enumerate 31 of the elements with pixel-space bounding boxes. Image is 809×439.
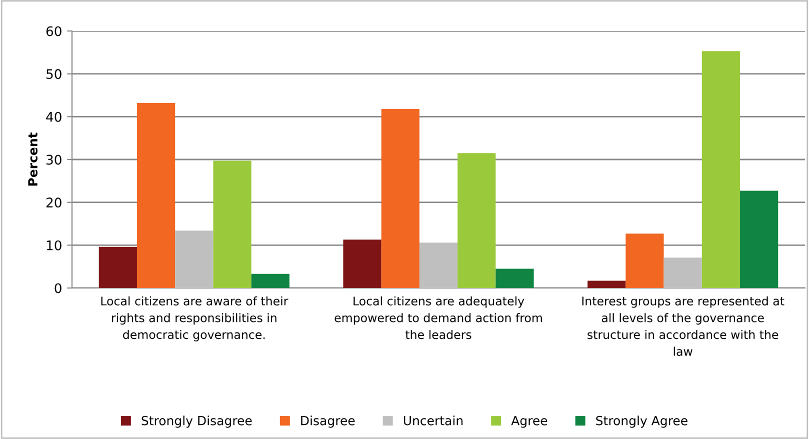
y-tick-label: 40 — [46, 112, 62, 122]
legend-label: Uncertain — [404, 416, 463, 426]
bar — [740, 190, 778, 288]
bar — [702, 51, 740, 288]
legend-label: Disagree — [301, 416, 355, 428]
x-tick-label: Local citizens are adequately empowered to demand action from the leaders — [334, 296, 542, 340]
bar — [626, 234, 664, 288]
bar — [175, 230, 214, 288]
legend-label: Strongly Agree — [596, 416, 688, 428]
x-tick-label: Local citizens are aware of their rights and responsibilities in democratic governance. — [101, 296, 288, 342]
bar — [458, 153, 496, 288]
bar — [98, 246, 137, 288]
y-tick-label: 60 — [46, 26, 62, 36]
bar — [251, 274, 290, 288]
bar — [496, 268, 534, 288]
bar — [381, 108, 420, 288]
y-tick-label: 0 — [54, 283, 62, 294]
x-tick-label: Interest groups are represented at all levels of the governance structure in accordance with the law — [582, 296, 784, 356]
bar — [664, 258, 702, 288]
bar — [588, 280, 626, 288]
y-tick-label: 20 — [46, 198, 62, 208]
y-tick-label: 50 — [46, 69, 62, 80]
bar — [136, 102, 176, 288]
legend-label: Strongly Disagree — [142, 416, 252, 428]
y-tick-label: 10 — [46, 240, 62, 250]
bar — [213, 160, 252, 288]
y-tick-label: 30 — [46, 154, 62, 165]
bar — [343, 240, 382, 288]
y-axis-title: Percent — [28, 132, 38, 186]
legend-label: Agree — [511, 416, 548, 428]
bar — [419, 242, 458, 288]
